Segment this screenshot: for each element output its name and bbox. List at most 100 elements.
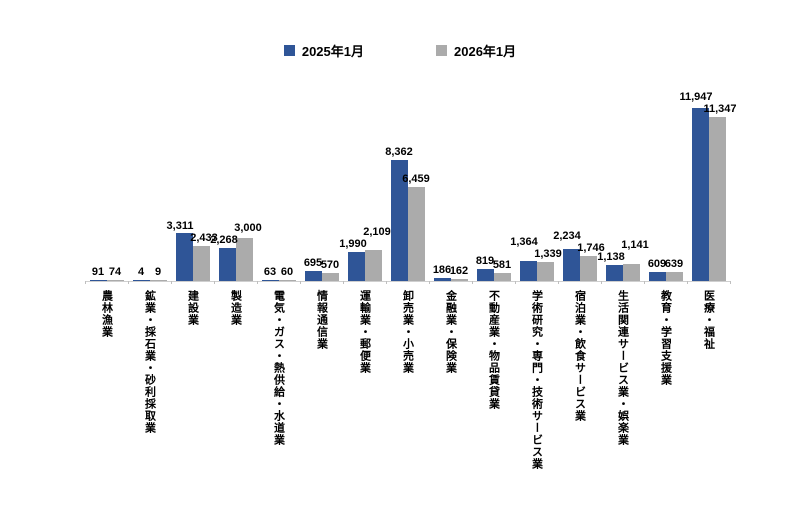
bar-2026 bbox=[278, 280, 296, 281]
value-label-2025: 1,364 bbox=[510, 235, 538, 248]
category-label: 学術研究・専門・技術サービス業 bbox=[530, 290, 543, 470]
axis-tick bbox=[300, 281, 301, 284]
chart-legend: 2025年1月 2026年1月 bbox=[0, 41, 800, 60]
value-label-2026: 1,746 bbox=[577, 241, 605, 254]
value-label-2026: 6,459 bbox=[402, 173, 430, 186]
value-label-2026: 2,109 bbox=[363, 226, 391, 239]
value-label-2025: 91 bbox=[91, 265, 105, 278]
bar-2025 bbox=[519, 261, 537, 281]
bar-2025 bbox=[304, 270, 322, 281]
bar-2025 bbox=[476, 269, 494, 281]
bar-2025 bbox=[648, 272, 666, 281]
axis-tick bbox=[257, 281, 258, 284]
legend-item-2026: 2026年1月 bbox=[436, 41, 516, 60]
value-label-2026: 639 bbox=[664, 257, 684, 270]
value-label-2025: 4 bbox=[137, 266, 145, 278]
value-label-2025: 819 bbox=[475, 255, 495, 268]
value-label-2025: 609 bbox=[647, 258, 667, 271]
bar-2026 bbox=[235, 237, 253, 281]
category-label: 農林漁業 bbox=[100, 290, 113, 338]
value-label-2025: 63 bbox=[263, 266, 277, 278]
value-label-2026: 3,000 bbox=[234, 222, 262, 235]
value-label-2025: 11,947 bbox=[679, 90, 713, 103]
axis-tick bbox=[85, 281, 86, 284]
value-label-2026: 570 bbox=[320, 258, 340, 271]
bar-2026 bbox=[364, 250, 382, 281]
value-label-2026: 2,433 bbox=[190, 231, 218, 244]
value-label-2026: 581 bbox=[492, 258, 512, 271]
bar-2025 bbox=[261, 280, 279, 281]
category-label: 製造業 bbox=[229, 290, 242, 326]
value-label-2026: 1,141 bbox=[621, 238, 649, 251]
value-label-2025: 8,362 bbox=[385, 145, 413, 158]
axis-tick bbox=[601, 281, 602, 284]
axis-tick bbox=[128, 281, 129, 284]
value-label-2026: 1,339 bbox=[534, 247, 562, 260]
bar-2025 bbox=[433, 278, 451, 281]
category-label: 宿泊業・飲食サービス業 bbox=[573, 290, 586, 422]
legend-item-2025: 2025年1月 bbox=[283, 41, 364, 60]
bar-2025 bbox=[562, 248, 580, 281]
category-label: 運輸業・郵便業 bbox=[358, 290, 371, 374]
category-label: 金融業・保険業 bbox=[444, 290, 457, 374]
x-axis-line bbox=[85, 281, 730, 282]
axis-tick bbox=[472, 281, 473, 284]
bar-2025 bbox=[691, 108, 709, 281]
axis-tick bbox=[214, 281, 215, 284]
category-label: 鉱業・採石業・砂利採取業 bbox=[143, 290, 156, 434]
bar-2026 bbox=[407, 187, 425, 281]
bar-2026 bbox=[149, 280, 167, 281]
bar-2025 bbox=[347, 252, 365, 281]
bar-2026 bbox=[450, 278, 468, 281]
value-label-2025: 2,268 bbox=[210, 234, 238, 247]
category-label: 不動産業・物品賃貸業 bbox=[487, 290, 500, 410]
value-label-2026: 162 bbox=[449, 264, 469, 277]
value-label-2025: 186 bbox=[432, 264, 452, 277]
legend-label-2025: 2025年1月 bbox=[301, 44, 364, 59]
bar-2026 bbox=[106, 279, 124, 281]
axis-tick bbox=[343, 281, 344, 284]
bar-2026 bbox=[579, 255, 597, 281]
value-label-2026: 74 bbox=[108, 265, 122, 278]
category-label: 建設業 bbox=[186, 290, 199, 326]
bar-2025 bbox=[218, 248, 236, 281]
category-label: 医療・福祉 bbox=[702, 290, 715, 350]
category-label: 卸売業・小売業 bbox=[401, 290, 414, 374]
bar-2026 bbox=[665, 271, 683, 281]
value-label-2026: 60 bbox=[280, 266, 294, 278]
axis-tick bbox=[515, 281, 516, 284]
value-label-2025: 1,990 bbox=[339, 238, 367, 251]
bar-2025 bbox=[175, 233, 193, 281]
legend-swatch-2025-icon bbox=[283, 45, 295, 56]
axis-tick bbox=[644, 281, 645, 284]
bar-2026 bbox=[622, 264, 640, 281]
bar-2025 bbox=[89, 279, 107, 281]
value-label-2025: 3,311 bbox=[166, 219, 194, 232]
bar-2026 bbox=[192, 245, 210, 281]
category-label: 教育・学習支援業 bbox=[659, 290, 672, 386]
bar-2025 bbox=[390, 159, 408, 281]
value-label-2026: 11,347 bbox=[703, 102, 737, 115]
value-label-2026: 9 bbox=[154, 266, 162, 278]
value-label-2025: 2,234 bbox=[553, 229, 581, 242]
axis-tick bbox=[386, 281, 387, 284]
bar-2026 bbox=[536, 261, 554, 281]
bar-2025 bbox=[605, 264, 623, 281]
legend-swatch-2026-icon bbox=[436, 45, 447, 56]
bar-2025 bbox=[132, 280, 150, 281]
axis-tick bbox=[730, 281, 731, 284]
bar-2026 bbox=[321, 272, 339, 281]
category-label: 情報通信業 bbox=[315, 290, 328, 350]
axis-tick bbox=[687, 281, 688, 284]
axis-tick bbox=[171, 281, 172, 284]
legend-label-2026: 2026年1月 bbox=[454, 44, 517, 59]
value-label-2025: 1,138 bbox=[597, 250, 625, 263]
axis-tick bbox=[558, 281, 559, 284]
category-label: 生活関連サービス業・娯楽業 bbox=[616, 290, 629, 446]
bar-2026 bbox=[708, 116, 726, 281]
bar-2026 bbox=[493, 272, 511, 281]
category-label: 電気・ガス・熱供給・水道業 bbox=[272, 290, 285, 446]
axis-tick bbox=[429, 281, 430, 284]
